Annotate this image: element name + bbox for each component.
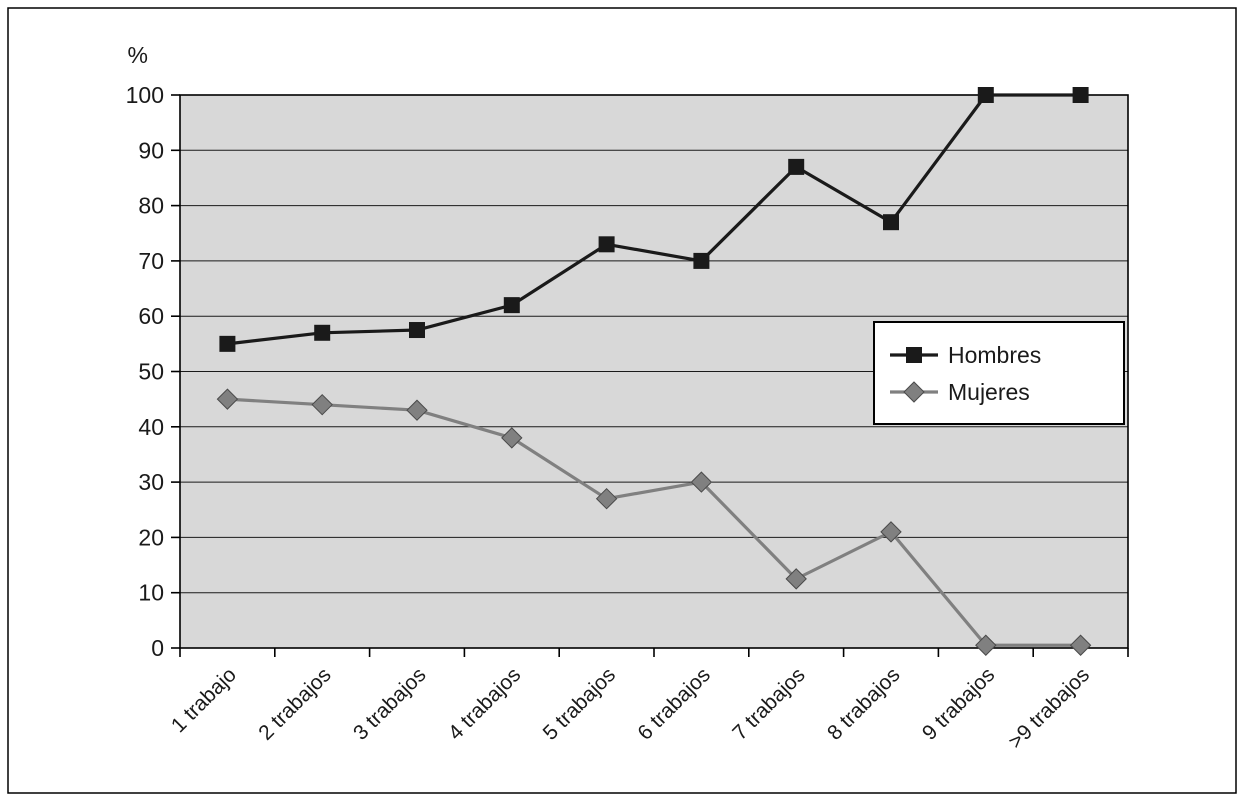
square-marker [788, 158, 805, 175]
series-line [227, 397, 1081, 647]
y-tick-label: 90 [138, 137, 164, 163]
diamond-marker [785, 568, 807, 590]
diamond-marker [406, 399, 428, 421]
y-tick-label: 30 [138, 469, 164, 495]
x-axis: 1 trabajo 2 trabajos 3 trabajos 4 trabajos 5… [167, 648, 1129, 753]
x-tick-label: 6 trabajos [633, 663, 714, 744]
legend: Hombres Mujeres [873, 321, 1125, 425]
square-marker [219, 335, 236, 352]
y-axis: 0 10 20 30 40 50 60 70 80 90 100% [126, 42, 180, 661]
x-tick-label: 4 trabajos [444, 663, 525, 744]
y-tick-label: 0 [151, 635, 164, 661]
x-tick-label: 5 trabajos [539, 663, 620, 744]
y-tick-label: 70 [138, 248, 164, 274]
x-tick-label: 3 trabajos [349, 663, 430, 744]
y-tick-label: 80 [138, 193, 164, 219]
diamond-marker [880, 521, 902, 543]
y-tick-label: 100 [126, 82, 164, 108]
legend-label-hombres: Hombres [948, 342, 1041, 368]
diamond-marker [595, 487, 618, 510]
series-mujeres [216, 388, 1092, 656]
legend-diamond-icon [903, 381, 925, 403]
diamond-marker [1069, 634, 1092, 656]
y-tick-label: 20 [138, 524, 164, 550]
gridlines [180, 149, 1128, 594]
diamond-marker [690, 471, 713, 493]
legend-label-mujeres: Mujeres [948, 379, 1030, 405]
square-marker [1072, 87, 1089, 103]
x-tick-label: >9 trabajos [1004, 663, 1094, 753]
diamond-marker [975, 634, 997, 656]
diamond-marker [501, 427, 523, 449]
square-marker [693, 252, 710, 269]
legend-square-icon [906, 347, 922, 363]
square-marker [503, 297, 520, 314]
series-line [227, 93, 1081, 346]
x-tick-label: 1 trabajo [167, 663, 241, 737]
y-axis-label: % [128, 42, 148, 68]
square-marker [883, 214, 899, 231]
x-tick-label: 8 trabajos [823, 663, 904, 744]
square-marker [598, 236, 615, 253]
diamond-marker [216, 388, 239, 410]
square-marker [409, 322, 425, 339]
legend-box [873, 321, 1125, 425]
diamond-marker [311, 393, 333, 416]
x-tick-label: 9 trabajos [918, 663, 999, 744]
y-tick-label: 40 [138, 414, 164, 440]
series-hombres [219, 87, 1089, 352]
y-tick-label: 10 [138, 580, 164, 606]
x-tick-label: 7 trabajos [728, 663, 809, 744]
x-tick-label: 2 trabajos [254, 663, 335, 744]
square-marker [977, 87, 994, 103]
square-marker [314, 324, 331, 341]
y-tick-label: 50 [138, 359, 164, 385]
y-tick-label: 60 [138, 303, 164, 329]
figure-border [7, 7, 1237, 794]
